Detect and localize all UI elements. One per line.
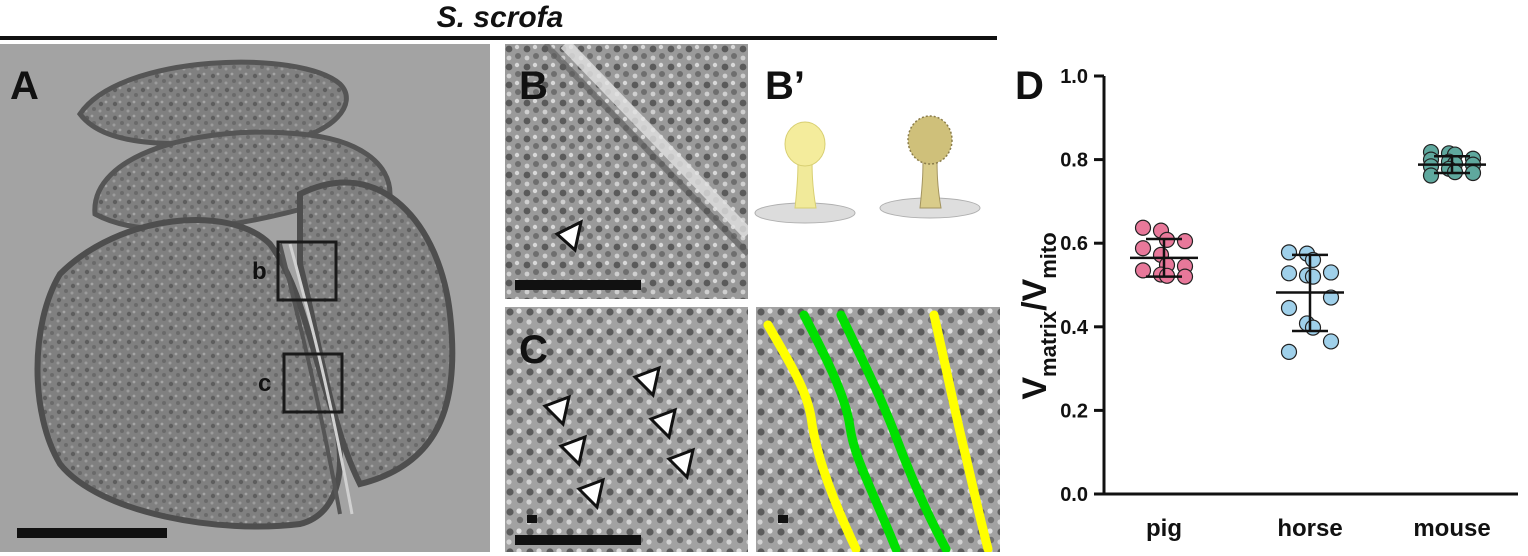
panel-b-image — [505, 44, 748, 299]
data-point-horse — [1322, 264, 1340, 281]
data-point-horse — [1280, 343, 1298, 360]
data-point-pig — [1134, 240, 1152, 257]
inset-label-c: c — [258, 370, 272, 397]
outer-membrane-trace-right — [929, 310, 993, 552]
data-point-horse — [1304, 268, 1322, 285]
header-rule — [0, 36, 997, 40]
arrowhead-c-6 — [666, 447, 696, 480]
panel-b-tile — [505, 44, 748, 299]
y-tick-label: 1.0 — [1060, 66, 1088, 88]
panel-c-tile — [505, 307, 748, 552]
scale-bar-b — [515, 280, 641, 290]
panel-a-image — [0, 44, 490, 552]
y-tick-label: 0.4 — [1060, 317, 1089, 339]
x-axis: pig horse mouse — [1104, 492, 1518, 542]
scale-bar-c — [515, 535, 641, 545]
arrowhead-b — [554, 219, 584, 253]
inset-box-c — [282, 352, 344, 414]
arrowhead-c-3 — [576, 477, 606, 510]
y-axis-label: Vmatrix/Vmito — [1016, 232, 1061, 399]
data-point-horse — [1304, 319, 1322, 336]
panel-c-image — [505, 307, 748, 552]
outer-membrane-trace-left — [763, 320, 861, 552]
y-tick-label: 0.8 — [1060, 150, 1088, 172]
x-tick-label: horse — [1277, 515, 1342, 542]
arrowhead-c-5 — [648, 407, 678, 440]
data-point-horse — [1280, 299, 1298, 317]
atp-synthase-models — [754, 115, 981, 224]
y-axis: 0.0 0.2 0.4 0.6 0.8 1.0 — [1060, 66, 1106, 506]
scale-bar-a — [17, 528, 167, 538]
x-tick-label: mouse — [1413, 515, 1490, 542]
arrowhead-c-2 — [558, 434, 588, 467]
panel-a-tomogram — [0, 44, 490, 552]
inner-membrane-trace-right — [836, 310, 951, 552]
y-tick-label: 0.6 — [1060, 233, 1088, 255]
data-point-horse — [1322, 289, 1340, 306]
inset-label-b: b — [252, 258, 267, 285]
species-title: S. scrofa — [436, 1, 564, 34]
arrowhead-c-4 — [632, 365, 662, 398]
data-point-horse — [1322, 333, 1340, 350]
panel-label-b-prime: B’ — [765, 64, 805, 108]
x-tick-label: pig — [1146, 515, 1182, 542]
arrowhead-c-1 — [542, 394, 572, 427]
panel-label-c: C — [519, 328, 548, 372]
panel-label-a: A — [10, 64, 39, 108]
data-point-pig — [1176, 233, 1194, 250]
panel-label-b: B — [519, 64, 548, 108]
panel-c-traced-image — [756, 307, 1000, 552]
y-tick-label: 0.2 — [1060, 400, 1088, 422]
data-point-pig — [1134, 262, 1152, 279]
data-point-horse — [1280, 244, 1298, 261]
inner-membrane-trace-left — [799, 310, 901, 552]
chart-marks — [1130, 143, 1486, 360]
inset-box-b — [276, 240, 338, 302]
panel-label-d: D — [1015, 64, 1044, 108]
y-tick-label: 0.0 — [1060, 484, 1088, 506]
data-point-horse — [1280, 265, 1298, 282]
panel-c-traced-tile — [756, 307, 1000, 552]
panel-d-chart: 0.0 0.2 0.4 0.6 0.8 1.0 pig horse mouse Vmatrix… — [1016, 66, 1518, 542]
data-point-mouse — [1422, 167, 1440, 184]
data-point-pig — [1134, 219, 1152, 236]
